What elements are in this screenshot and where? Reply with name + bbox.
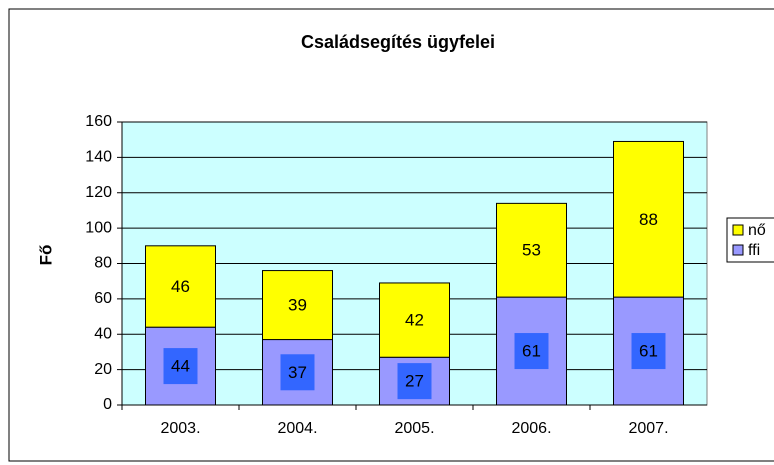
- x-tick-label: 2007.: [628, 420, 668, 437]
- bar-segment: [496, 202, 567, 298]
- bar-segment: [145, 245, 216, 328]
- data-label: 61: [522, 342, 541, 361]
- data-label-bg: [631, 333, 666, 370]
- bar-segment: [379, 282, 450, 358]
- y-tick-label: 80: [94, 255, 112, 272]
- y-tick-label: 120: [85, 184, 112, 201]
- data-label-bg: [514, 333, 549, 370]
- y-tick-label: 140: [85, 149, 112, 166]
- y-tick-label: 0: [103, 396, 112, 413]
- y-tick-label: 100: [85, 219, 112, 236]
- data-label: 61: [639, 342, 658, 361]
- data-label: 37: [288, 363, 307, 382]
- legend-swatch: [732, 224, 744, 236]
- data-label-bg: [163, 348, 198, 385]
- legend-label: ffi: [748, 242, 760, 259]
- y-tick-label: 40: [94, 325, 112, 342]
- data-label: 44: [171, 357, 190, 376]
- data-label: 88: [639, 210, 658, 229]
- data-label-bg: [397, 363, 432, 400]
- bar-segment: [262, 270, 333, 341]
- data-label: 53: [522, 241, 541, 260]
- legend-swatch: [732, 244, 744, 256]
- data-label: 42: [405, 311, 424, 330]
- x-tick-label: 2003.: [160, 420, 200, 437]
- data-label: 39: [288, 296, 307, 315]
- legend-label: nő: [748, 222, 766, 239]
- data-label: 27: [405, 372, 424, 391]
- data-label-bg: [280, 354, 315, 391]
- chart-title: Családsegítés ügyfelei: [301, 32, 495, 52]
- x-tick-label: 2004.: [277, 420, 317, 437]
- y-axis-title: Fő: [36, 245, 55, 266]
- y-tick-label: 160: [85, 113, 112, 130]
- data-label: 46: [171, 277, 190, 296]
- y-tick-label: 20: [94, 361, 112, 378]
- bar-segment: [613, 140, 684, 298]
- y-tick-label: 60: [94, 290, 112, 307]
- x-tick-label: 2006.: [511, 420, 551, 437]
- x-tick-label: 2005.: [394, 420, 434, 437]
